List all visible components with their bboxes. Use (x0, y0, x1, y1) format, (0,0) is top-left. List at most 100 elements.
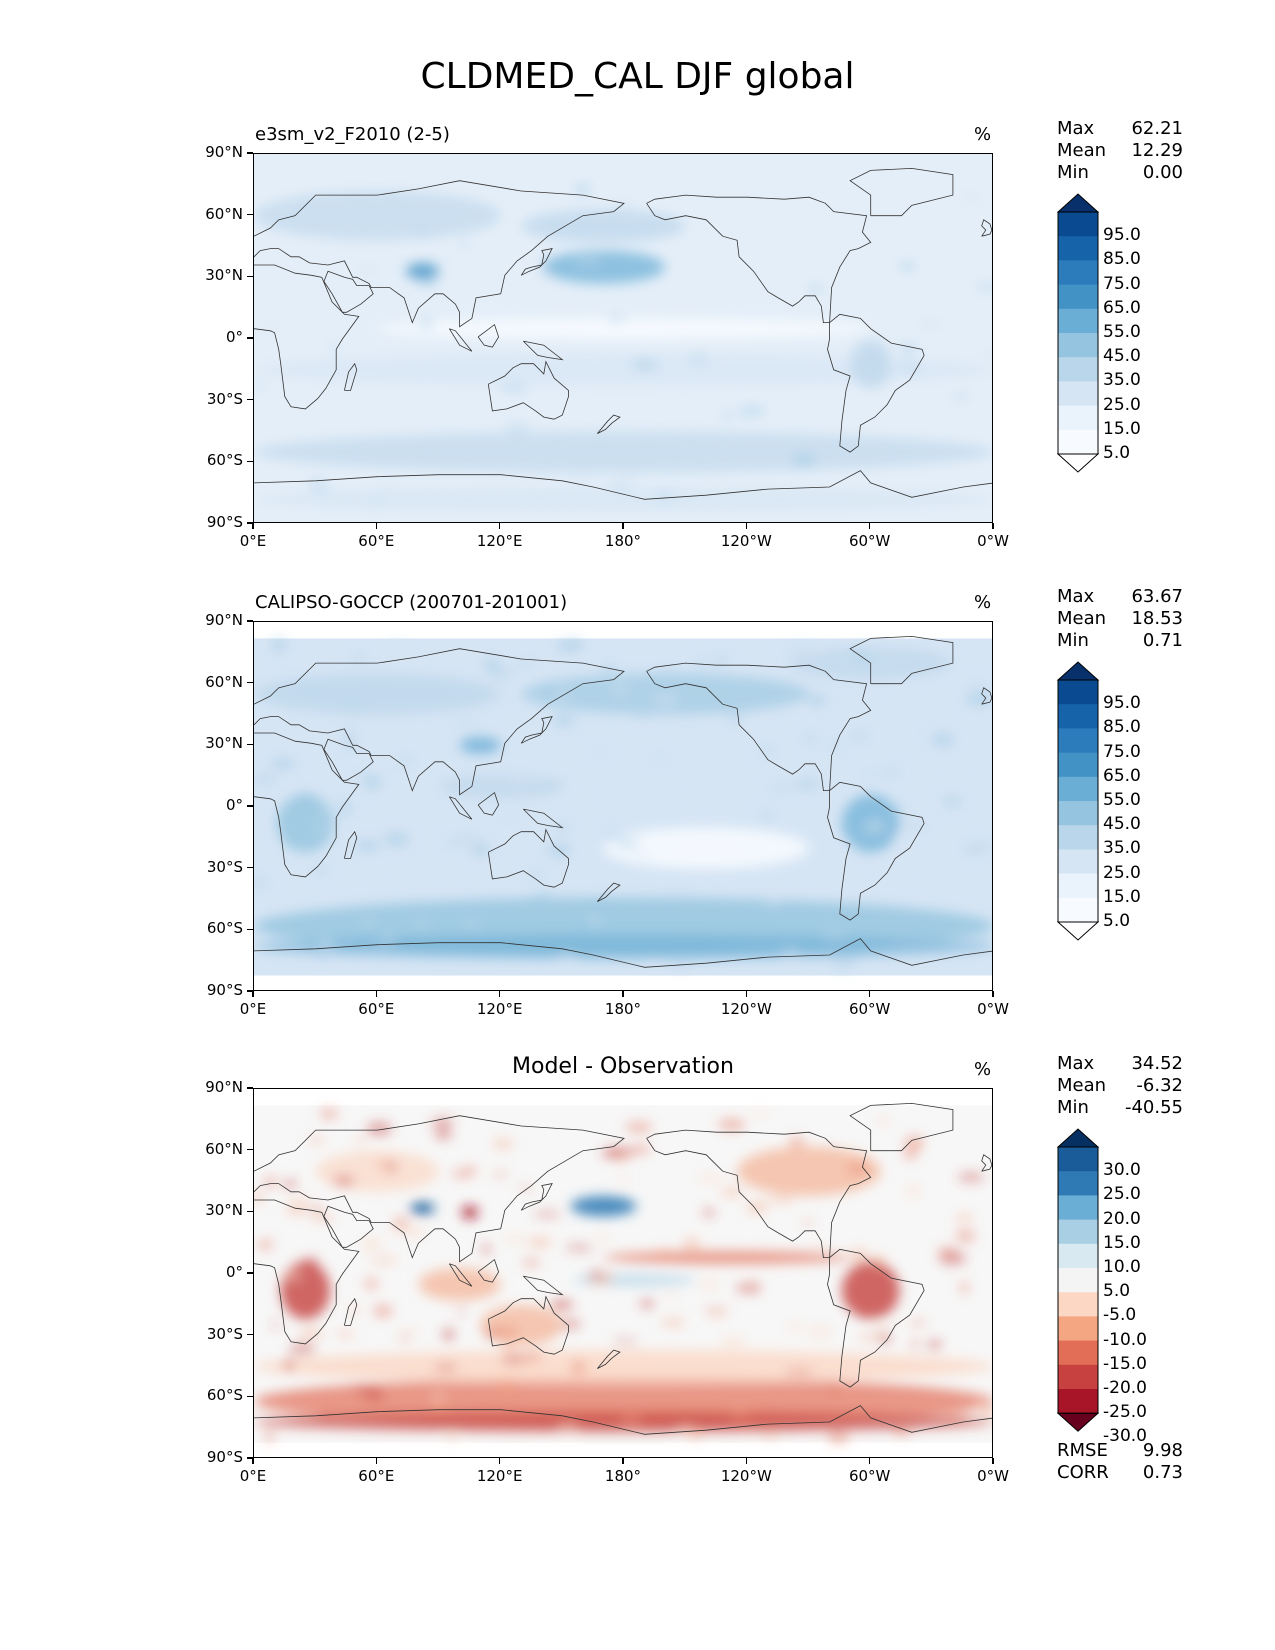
field-speckle (370, 484, 399, 490)
field-speckle (418, 278, 438, 287)
field-speckle (524, 1352, 543, 1362)
colorbar-label: -30.0 (1103, 1426, 1147, 1447)
field-speckle (735, 1282, 763, 1293)
field-blob (461, 1206, 479, 1219)
field-speckle (557, 951, 577, 964)
field-speckle (363, 1237, 383, 1250)
stat-row: Min 0.71 (1057, 630, 1183, 652)
field-speckle (620, 1414, 643, 1424)
coastline-uk (981, 687, 992, 705)
colorbar-extend-max (1057, 193, 1099, 213)
colorbar-diff (1057, 1128, 1099, 1432)
lat-tick (247, 522, 253, 524)
field-speckle (384, 795, 413, 808)
lon-tick (622, 523, 624, 529)
units-label-obs: % (974, 592, 992, 613)
field-speckle (364, 1277, 378, 1290)
field-speckle (809, 284, 822, 293)
field-speckle (840, 879, 861, 891)
lat-tick-label: 60°S (206, 1386, 243, 1405)
colorbar-obs (1057, 661, 1099, 941)
field-speckle (962, 845, 989, 852)
lat-tick (247, 337, 253, 339)
lat-tick (247, 682, 253, 684)
colorbar-label: -5.0 (1103, 1305, 1137, 1326)
field-speckle (561, 748, 572, 761)
field-speckle (829, 961, 855, 971)
field-speckle (522, 1258, 541, 1267)
colorbar-bin (1058, 1316, 1098, 1342)
panel-title-diff: Model - Observation (512, 1054, 734, 1079)
coastline-eurasia (254, 180, 625, 328)
field-speckle (481, 1243, 492, 1255)
coastline-png (523, 340, 564, 361)
field-speckle (978, 841, 992, 846)
field-blob (315, 1150, 439, 1192)
stat-label: Max (1057, 118, 1095, 139)
lat-tick-label: 90°S (206, 513, 243, 531)
stat-label: Max (1057, 586, 1095, 607)
coastline-greenland (849, 167, 954, 217)
coastline-nz (596, 882, 621, 902)
field-speckle (652, 693, 678, 707)
lat-tick (247, 990, 253, 992)
field-speckle (339, 703, 366, 716)
field-speckle (908, 1143, 921, 1149)
field-speckle (456, 1308, 467, 1313)
colorbar-label: 10.0 (1103, 1257, 1141, 1277)
map-obs (253, 621, 993, 991)
field-speckle (977, 349, 992, 358)
field-speckle (579, 920, 589, 935)
field-speckle (603, 792, 625, 799)
coastline-antarctica (254, 938, 992, 968)
field-speckle (910, 1339, 920, 1350)
field-speckle (868, 749, 882, 755)
field-blob (377, 318, 871, 339)
lat-tick-label: 0° (225, 796, 243, 814)
field-speckle (829, 1380, 840, 1392)
field-speckle (960, 1281, 969, 1294)
coastline-madagascar (344, 362, 358, 391)
field-speckle (612, 1339, 639, 1344)
lon-tick-label: 0°E (239, 1000, 267, 1018)
field-speckle (429, 1401, 449, 1410)
field-blob (570, 1195, 637, 1217)
lon-tick-label: 120°W (720, 1467, 772, 1485)
lat-tick (247, 620, 253, 622)
colorbar-frame (1057, 1146, 1099, 1414)
field-speckle (909, 1320, 927, 1326)
colorbar-bin (1058, 776, 1098, 802)
field-speckle (533, 690, 542, 698)
field-speckle (434, 1363, 458, 1371)
lon-tick-label: 60°W (848, 1000, 891, 1018)
field-speckle (872, 1254, 886, 1268)
metric-row: RMSE 9.98 (1057, 1440, 1183, 1462)
field-speckle (584, 901, 611, 906)
lon-tick (499, 523, 501, 529)
field-blob (439, 774, 563, 799)
field-speckle (806, 695, 828, 706)
field-speckle (596, 748, 605, 757)
map-canvas-obs (254, 622, 992, 990)
field-speckle (803, 1219, 812, 1226)
field-speckle (955, 726, 968, 733)
field-speckle (542, 779, 566, 790)
lat-tick-label: 90°N (205, 611, 243, 629)
lat-tick (247, 214, 253, 216)
field-speckle (792, 780, 806, 791)
field-speckle (633, 715, 651, 721)
lon-tick (992, 523, 994, 529)
colorbar-bin (1058, 897, 1098, 923)
lat-tick (247, 1087, 253, 1089)
field-speckle (898, 360, 921, 373)
field-blob (603, 827, 809, 869)
colorbar-label: 15.0 (1103, 886, 1141, 907)
field-speckle (930, 733, 955, 747)
field-speckle (888, 719, 907, 732)
colorbar-bin (1058, 801, 1098, 826)
map-canvas-diff (254, 1089, 992, 1457)
field-speckle (588, 914, 599, 926)
lat-tick-label: 90°N (205, 143, 243, 161)
field-speckle (860, 772, 884, 778)
field-speckle (309, 482, 332, 494)
